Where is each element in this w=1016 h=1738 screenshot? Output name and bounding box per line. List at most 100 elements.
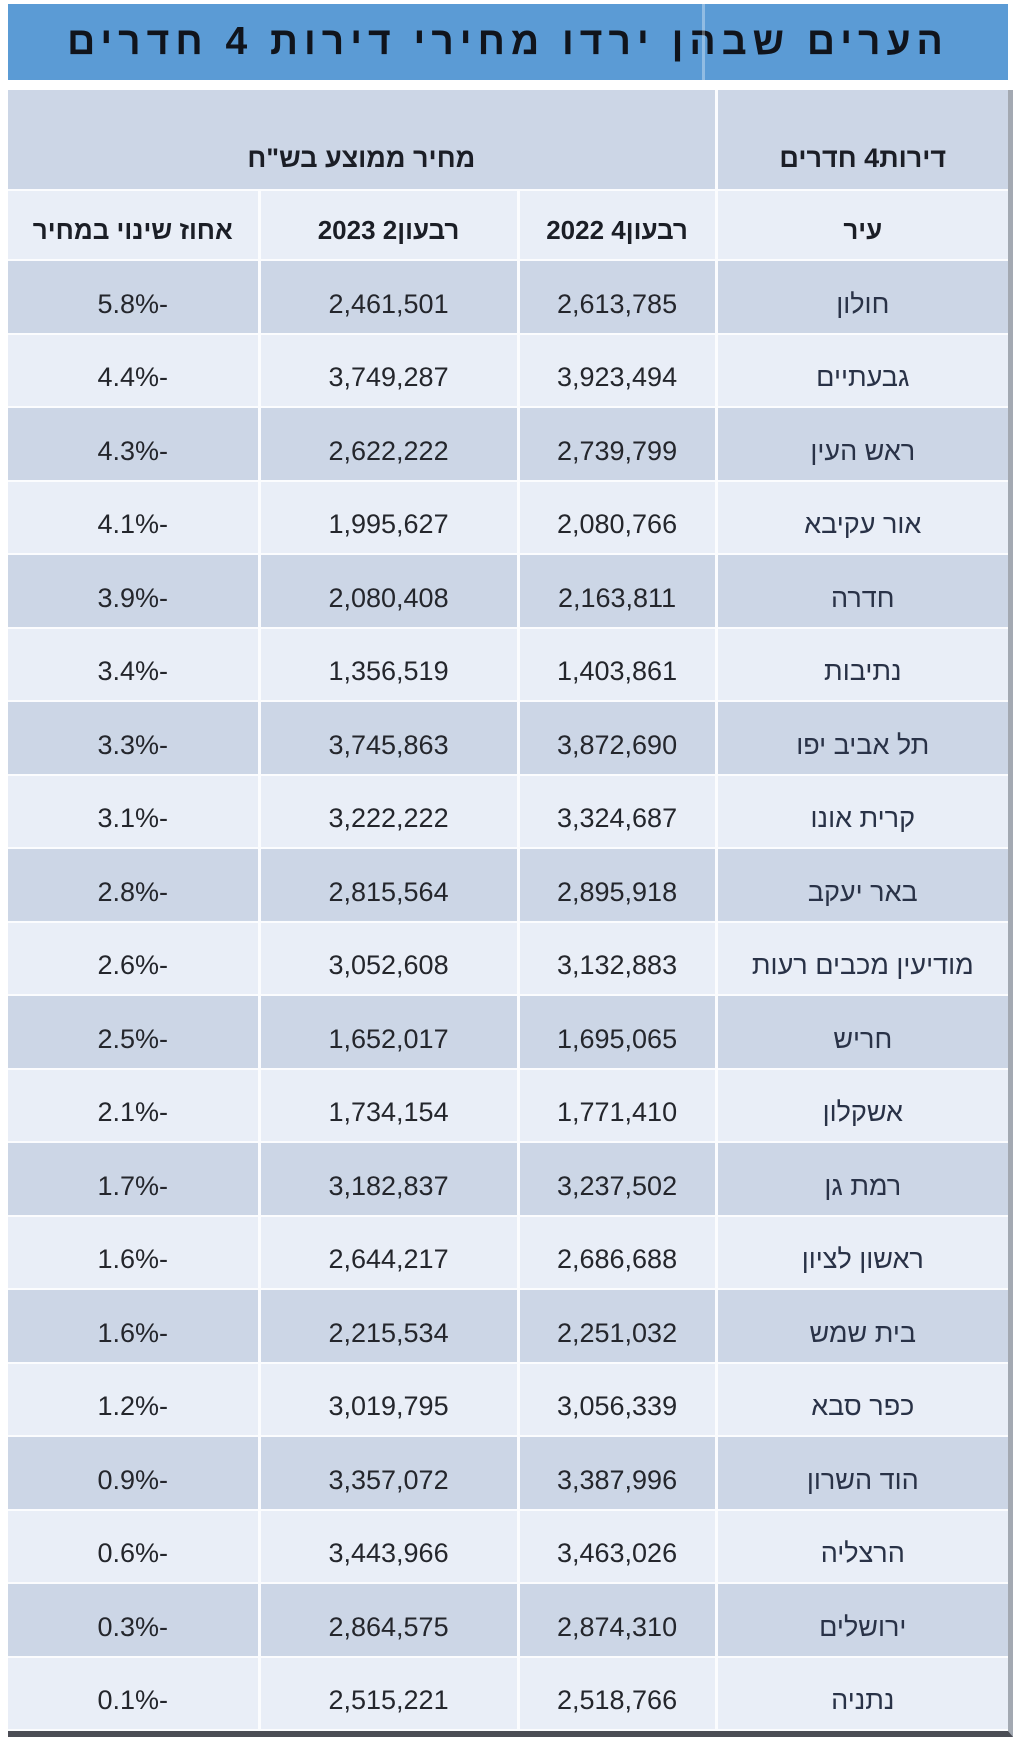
table-row: גבעתיים 3,923,494 3,749,287 -4.4%	[8, 333, 1009, 408]
city-cell: חדרה	[716, 554, 1009, 629]
q4-2022-cell: 2,518,766	[518, 1656, 718, 1731]
q4-2022-cell: 2,739,799	[518, 407, 718, 482]
q4-2022-cell: 3,463,026	[518, 1509, 718, 1584]
city-cell: ירושלים	[716, 1583, 1009, 1658]
city-cell: נתיבות	[716, 627, 1009, 702]
q2-2023-cell: 3,749,287	[259, 333, 520, 408]
table-row: חריש 1,695,065 1,652,017 -2.5%	[8, 995, 1009, 1070]
page-title: הערים שבהן ירדו מחירי דירות 4 חדרים	[67, 20, 949, 63]
table-row: אור עקיבא 2,080,766 1,995,627 -4.1%	[8, 480, 1009, 555]
city-cell: הוד השרון	[716, 1436, 1009, 1511]
city-cell: רמת גן	[716, 1142, 1009, 1217]
pct-change-cell: -4.3%	[8, 407, 261, 482]
city-cell: מודיעין מכבים רעות	[716, 921, 1009, 996]
q2-2023-cell: 3,182,837	[259, 1142, 520, 1217]
city-cell: גבעתיים	[716, 333, 1009, 408]
q4-2022-cell: 2,895,918	[518, 848, 718, 923]
table-row: ירושלים 2,874,310 2,864,575 -0.3%	[8, 1583, 1009, 1658]
table-row: חדרה 2,163,811 2,080,408 -3.9%	[8, 554, 1009, 629]
table-row: חולון 2,613,785 2,461,501 -5.8%	[8, 260, 1009, 335]
pct-change-cell: -3.4%	[8, 627, 261, 702]
table-row: הוד השרון 3,387,996 3,357,072 -0.9%	[8, 1436, 1009, 1511]
q4-2022-cell: 3,923,494	[518, 333, 718, 408]
q2-2023-cell: 3,222,222	[259, 774, 520, 849]
q2-2023-cell: 2,461,501	[259, 260, 520, 335]
table-row: באר יעקב 2,895,918 2,815,564 -2.8%	[8, 848, 1009, 923]
q2-2023-cell: 3,357,072	[259, 1436, 520, 1511]
q2-2023-cell: 3,052,608	[259, 921, 520, 996]
city-cell: ראש העין	[716, 407, 1009, 482]
q2-2023-cell: 2,215,534	[259, 1289, 520, 1364]
city-cell: הרצליה	[716, 1509, 1009, 1584]
pct-change-cell: -0.9%	[8, 1436, 261, 1511]
pct-change-cell: -3.1%	[8, 774, 261, 849]
city-cell: חולון	[716, 260, 1009, 335]
column-header-q4-2022: רבעון4 2022	[518, 190, 718, 261]
city-cell: ראשון לציון	[716, 1215, 1009, 1290]
q4-2022-cell: 1,771,410	[518, 1068, 718, 1143]
title-bar: הערים שבהן ירדו מחירי דירות 4 חדרים	[8, 4, 1008, 80]
q2-2023-cell: 2,515,221	[259, 1656, 520, 1731]
column-header-pct-change: אחוז שינוי במחיר	[8, 190, 261, 261]
group-header-row: דירות4 חדרים מחיר ממוצע בש"ח	[8, 90, 1009, 191]
pct-change-cell: -1.6%	[8, 1289, 261, 1364]
title-column-divider	[702, 4, 705, 80]
table-row: כפר סבא 3,056,339 3,019,795 -1.2%	[8, 1362, 1009, 1437]
city-cell: תל אביב יפו	[716, 701, 1009, 776]
pct-change-cell: -4.4%	[8, 333, 261, 408]
pct-change-cell: -0.6%	[8, 1509, 261, 1584]
q4-2022-cell: 3,324,687	[518, 774, 718, 849]
q4-2022-cell: 1,695,065	[518, 995, 718, 1070]
pct-change-cell: -3.9%	[8, 554, 261, 629]
group-header-apartments: דירות4 חדרים	[716, 90, 1009, 191]
table-row: רמת גן 3,237,502 3,182,837 -1.7%	[8, 1142, 1009, 1217]
table-row: אשקלון 1,771,410 1,734,154 -2.1%	[8, 1068, 1009, 1143]
city-cell: כפר סבא	[716, 1362, 1009, 1437]
pct-change-cell: -0.1%	[8, 1656, 261, 1731]
q2-2023-cell: 2,815,564	[259, 848, 520, 923]
column-header-row: עיר רבעון4 2022 רבעון2 2023 אחוז שינוי ב…	[8, 190, 1009, 261]
q2-2023-cell: 1,356,519	[259, 627, 520, 702]
q2-2023-cell: 2,644,217	[259, 1215, 520, 1290]
q4-2022-cell: 2,613,785	[518, 260, 718, 335]
table-row: מודיעין מכבים רעות 3,132,883 3,052,608 -2.6…	[8, 921, 1009, 996]
table-row: קרית אונו 3,324,687 3,222,222 -3.1%	[8, 774, 1009, 849]
group-header-avg-price: מחיר ממוצע בש"ח	[8, 90, 718, 191]
table-row: נתיבות 1,403,861 1,356,519 -3.4%	[8, 627, 1009, 702]
prices-table: דירות4 חדרים מחיר ממוצע בש"ח עיר רבעון4 …	[8, 90, 1009, 1731]
pct-change-cell: -1.7%	[8, 1142, 261, 1217]
table-body: חולון 2,613,785 2,461,501 -5.8% גבעתיים 3,923…	[8, 260, 1009, 1731]
pct-change-cell: -3.3%	[8, 701, 261, 776]
q2-2023-cell: 2,080,408	[259, 554, 520, 629]
q2-2023-cell: 2,864,575	[259, 1583, 520, 1658]
table-row: נתניה 2,518,766 2,515,221 -0.1%	[8, 1656, 1009, 1731]
q2-2023-cell: 2,622,222	[259, 407, 520, 482]
q2-2023-cell: 3,443,966	[259, 1509, 520, 1584]
q4-2022-cell: 2,874,310	[518, 1583, 718, 1658]
q4-2022-cell: 3,132,883	[518, 921, 718, 996]
q2-2023-cell: 3,019,795	[259, 1362, 520, 1437]
q4-2022-cell: 3,872,690	[518, 701, 718, 776]
city-cell: נתניה	[716, 1656, 1009, 1731]
pct-change-cell: -4.1%	[8, 480, 261, 555]
q4-2022-cell: 3,056,339	[518, 1362, 718, 1437]
q4-2022-cell: 2,686,688	[518, 1215, 718, 1290]
column-header-city: עיר	[716, 190, 1009, 261]
pct-change-cell: -1.2%	[8, 1362, 261, 1437]
pct-change-cell: -1.6%	[8, 1215, 261, 1290]
column-header-q2-2023: רבעון2 2023	[259, 190, 520, 261]
table-row: ראש העין 2,739,799 2,622,222 -4.3%	[8, 407, 1009, 482]
city-cell: אשקלון	[716, 1068, 1009, 1143]
table-row: הרצליה 3,463,026 3,443,966 -0.6%	[8, 1509, 1009, 1584]
pct-change-cell: -2.6%	[8, 921, 261, 996]
pct-change-cell: -2.5%	[8, 995, 261, 1070]
pct-change-cell: -2.8%	[8, 848, 261, 923]
pct-change-cell: -2.1%	[8, 1068, 261, 1143]
q4-2022-cell: 3,237,502	[518, 1142, 718, 1217]
city-cell: בית שמש	[716, 1289, 1009, 1364]
table-row: ראשון לציון 2,686,688 2,644,217 -1.6%	[8, 1215, 1009, 1290]
q4-2022-cell: 2,080,766	[518, 480, 718, 555]
city-cell: קרית אונו	[716, 774, 1009, 849]
q2-2023-cell: 1,995,627	[259, 480, 520, 555]
